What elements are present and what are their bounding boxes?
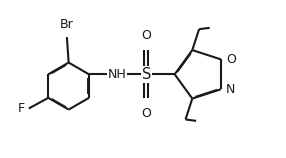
Text: S: S [142,67,151,82]
Text: Br: Br [60,18,74,31]
Text: O: O [141,107,151,120]
Text: O: O [141,29,151,42]
Text: NH: NH [108,68,127,81]
Text: N: N [226,83,235,96]
Text: F: F [17,102,25,115]
Text: O: O [226,53,236,66]
